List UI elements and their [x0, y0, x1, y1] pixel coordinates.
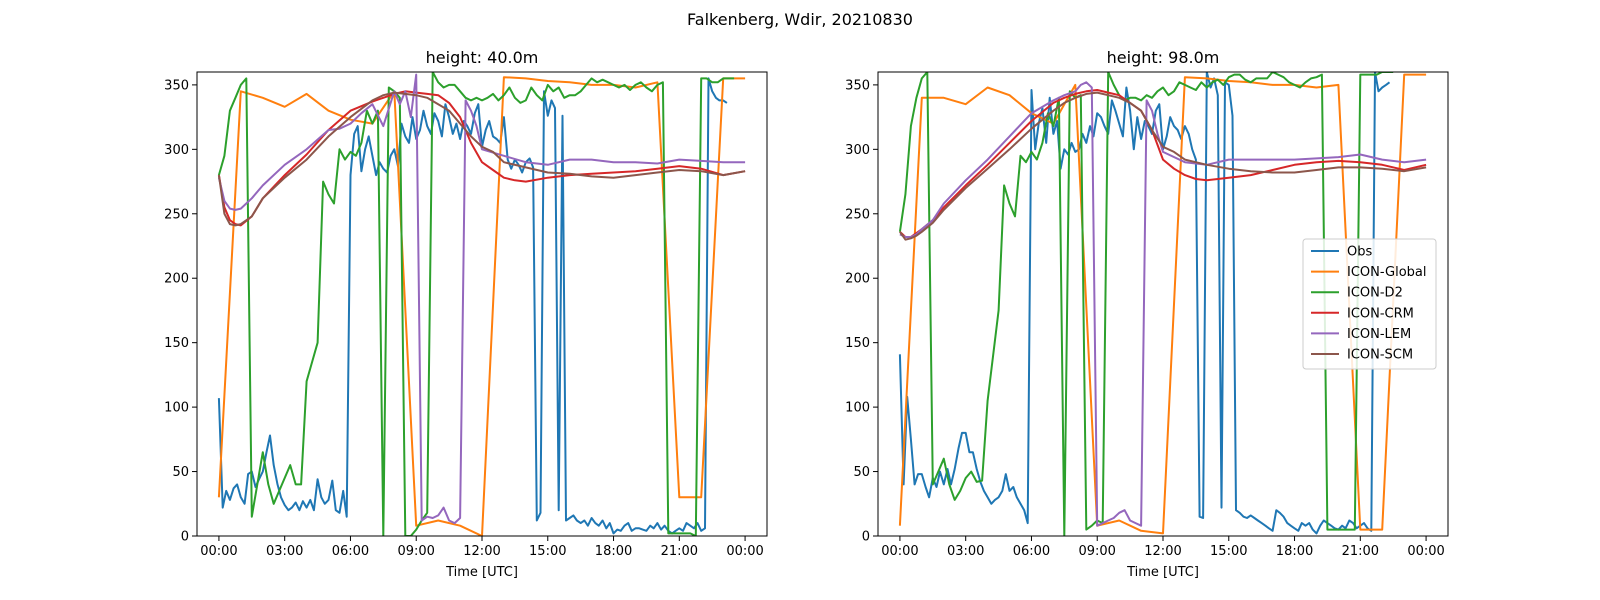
- right-x-tick-label: 15:00: [1210, 544, 1247, 559]
- right-x-tick-label: 00:00: [881, 544, 918, 559]
- panel-left-xlabel: Time [UTC]: [445, 565, 518, 580]
- right-x-tick-label: 09:00: [1078, 544, 1115, 559]
- left-y-tick-label: 200: [164, 272, 189, 287]
- left-y-tick-label: 50: [172, 465, 189, 480]
- left-series-icon-d2-line: [217, 72, 735, 536]
- right-series-obs-line: [898, 72, 1391, 535]
- left-y-tick-label: 100: [164, 401, 189, 416]
- right-x-tick-label: 12:00: [1144, 544, 1181, 559]
- right-y-tick-label: 350: [845, 78, 870, 93]
- panel-right-xlabel: Time [UTC]: [1126, 565, 1199, 580]
- left-series-icon-scm-line: [217, 91, 746, 227]
- panel-left-title: height: 40.0m: [426, 48, 539, 67]
- right-x-tick-label: 06:00: [1013, 544, 1050, 559]
- panel-right: height: 98.0m Time [UTC] 00:00 03:00 06:00…: [845, 48, 1449, 580]
- left-x-tick-label: 12:00: [463, 544, 500, 559]
- left-x-tick-label: 09:00: [397, 544, 434, 559]
- right-x-tick-label: 21:00: [1342, 544, 1379, 559]
- left-x-tick-label: 06:00: [332, 544, 369, 559]
- right-x-tick-label: 00:00: [1407, 544, 1444, 559]
- right-y-tick-label: 0: [862, 530, 870, 545]
- panel-right-title: height: 98.0m: [1107, 48, 1220, 67]
- left-series-icon-global-line: [217, 76, 746, 536]
- legend-label-icon-crm: ICON-CRM: [1347, 306, 1414, 321]
- right-y-tick-label: 150: [845, 336, 870, 351]
- left-y-tick-label: 350: [164, 78, 189, 93]
- right-series-icon-crm-line: [899, 89, 1427, 238]
- left-y-tick-label: 250: [164, 207, 189, 222]
- left-y-tick-label: 300: [164, 143, 189, 158]
- right-series-group: [898, 72, 1427, 536]
- legend-label-icon-lem: ICON-LEM: [1347, 327, 1411, 342]
- right-y-tick-label: 200: [845, 272, 870, 287]
- legend-label-icon-d2: ICON-D2: [1347, 286, 1403, 301]
- left-x-tick-label: 18:00: [595, 544, 632, 559]
- right-x-tick-label: 18:00: [1276, 544, 1313, 559]
- left-x-tick-label: 15:00: [529, 544, 566, 559]
- right-y-tick-label: 300: [845, 143, 870, 158]
- figure-title: Falkenberg, Wdir, 20210830: [687, 10, 913, 29]
- legend: Obs ICON-Global ICON-D2 ICON-CRM ICON-LEM ICO…: [1302, 238, 1437, 370]
- right-x-tick-label: 03:00: [947, 544, 984, 559]
- right-series-icon-scm-line: [899, 91, 1427, 241]
- left-series-icon-lem-line: [217, 73, 746, 525]
- left-x-tick-label: 03:00: [266, 544, 303, 559]
- left-series-obs-line: [217, 77, 728, 535]
- right-series-icon-lem-line: [899, 81, 1427, 527]
- right-y-tick-label: 50: [853, 465, 870, 480]
- left-x-tick-label: 00:00: [200, 544, 237, 559]
- legend-label-icon-global: ICON-Global: [1347, 265, 1427, 280]
- right-series-icon-d2-line: [898, 72, 1394, 536]
- left-x-tick-label: 00:00: [726, 544, 763, 559]
- right-y-tick-label: 100: [845, 401, 870, 416]
- left-series-icon-crm-line: [217, 90, 746, 227]
- legend-label-obs: Obs: [1347, 245, 1372, 260]
- right-series-icon-global-line: [898, 73, 1427, 535]
- panel-left: height: 40.0m Time [UTC] 00:00 03:00 06:00…: [164, 48, 768, 580]
- right-y-tick-label: 250: [845, 207, 870, 222]
- left-y-tick-label: 0: [181, 530, 189, 545]
- left-y-tick-label: 150: [164, 336, 189, 351]
- legend-label-icon-scm: ICON-SCM: [1347, 348, 1413, 363]
- left-x-tick-label: 21:00: [661, 544, 698, 559]
- left-series-group: [217, 72, 746, 536]
